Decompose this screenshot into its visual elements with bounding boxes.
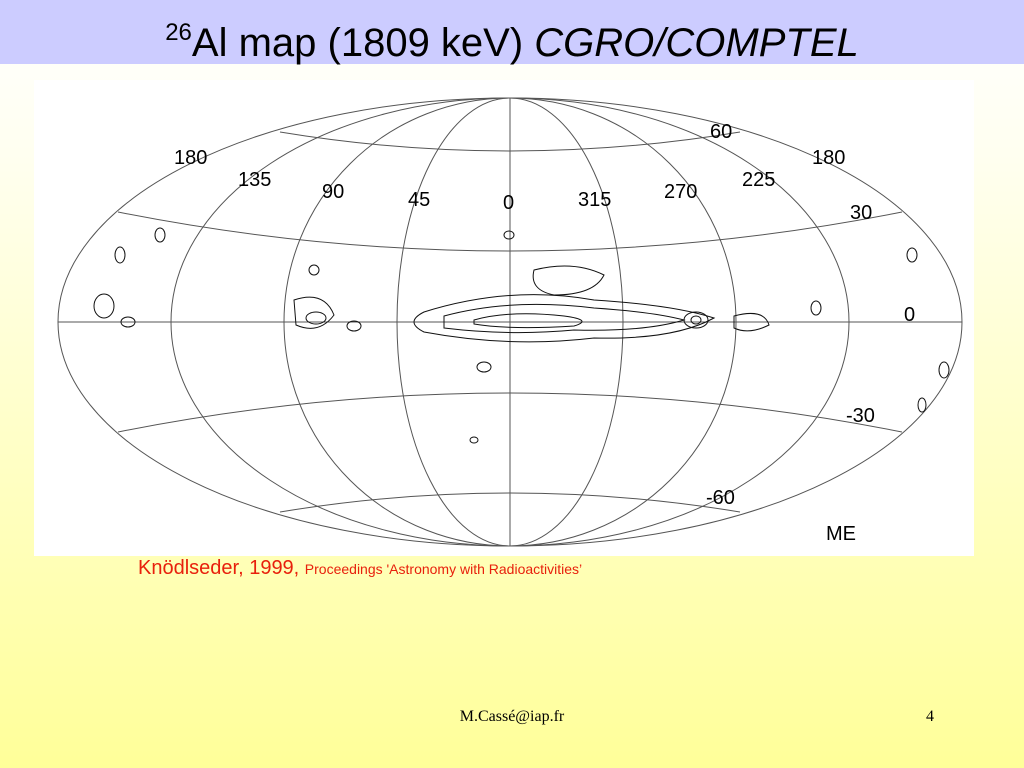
longitude-label: 135: [238, 169, 271, 191]
latitude-label: 0: [904, 304, 915, 326]
longitude-label: 270: [664, 181, 697, 203]
sky-map: 180 135 90 45 0 315 270 225 180 60 30 0 …: [34, 80, 974, 556]
caption: Knödlseder, 1999, Proceedings 'Astronomy…: [138, 557, 582, 580]
longitude-label: 180: [812, 147, 845, 169]
longitude-label: 45: [408, 189, 430, 211]
longitude-label: 315: [578, 189, 611, 211]
longitude-label: 180: [174, 147, 207, 169]
longitude-label: 90: [322, 181, 344, 203]
title: 26Al map (1809 keV) CGRO/COMPTEL: [0, 0, 1024, 76]
title-italic: CGRO/COMPTEL: [534, 21, 859, 65]
title-main: Al map (1809 keV): [191, 21, 535, 65]
latitude-label: -60: [706, 487, 735, 509]
instrument-label: ME: [826, 523, 856, 545]
caption-author: Knödlseder, 1999,: [138, 557, 305, 579]
contours: [93, 227, 950, 444]
latitude-label: -30: [846, 405, 875, 427]
longitude-label: 225: [742, 169, 775, 191]
map-background: [34, 80, 974, 556]
latitude-labels: 60 30 0 -30 -60: [706, 121, 915, 509]
page-number: 4: [926, 708, 934, 725]
footer-email: M.Cassé@iap.fr: [459, 708, 565, 725]
title-bar: 26Al map (1809 keV) CGRO/COMPTEL: [0, 0, 1024, 65]
caption-source: Proceedings 'Astronomy with Radioactivit…: [304, 561, 583, 577]
longitude-labels: 180 135 90 45 0 315 270 225 180: [174, 147, 845, 214]
latitude-label: 30: [850, 202, 872, 224]
graticule: [57, 97, 963, 547]
longitude-label: 0: [503, 192, 514, 214]
title-superscript: 26: [165, 19, 192, 46]
latitude-label: 60: [710, 121, 732, 143]
